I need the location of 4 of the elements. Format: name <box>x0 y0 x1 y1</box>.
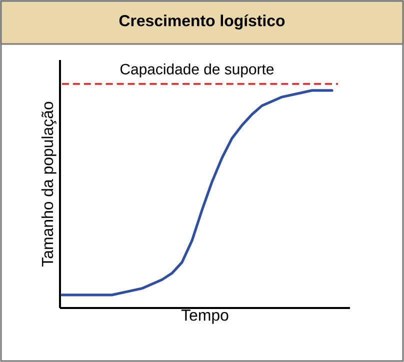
chart-title: Crescimento logístico <box>119 14 285 30</box>
x-axis-title: Tempo <box>181 310 228 324</box>
ref-line-label: Capacidade de suporte <box>120 63 274 78</box>
y-axis-title: Tamanho da população <box>41 102 56 267</box>
